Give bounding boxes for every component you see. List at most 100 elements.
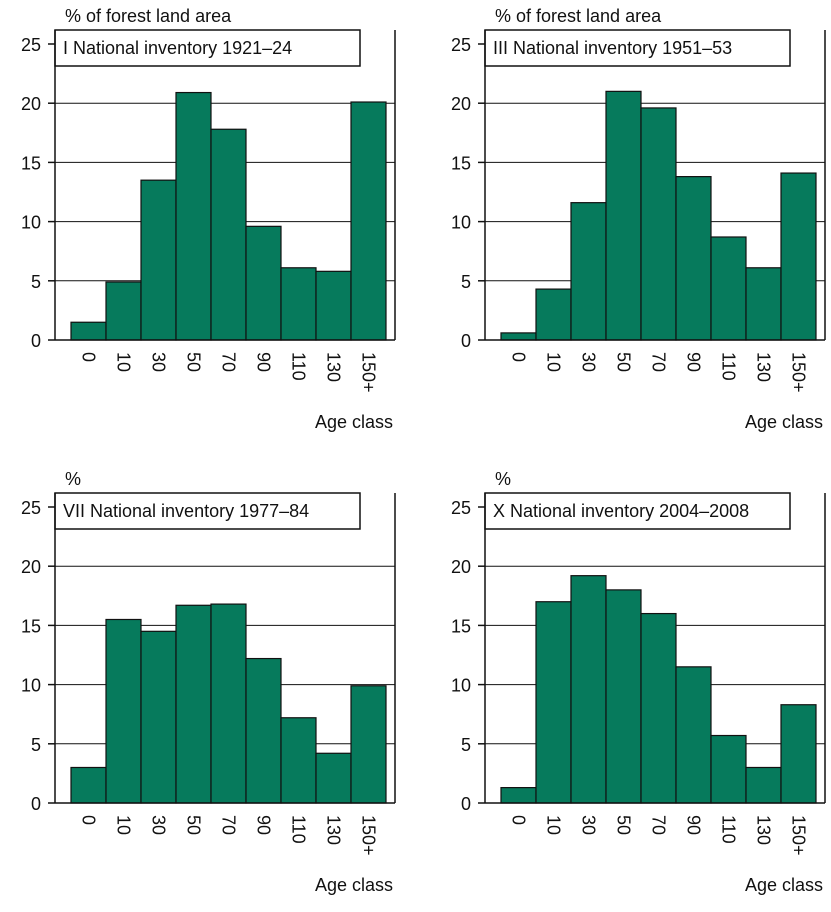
bar — [745, 267, 782, 341]
x-tick-label: 10 — [544, 815, 564, 835]
title-box — [484, 492, 791, 530]
x-tick-label: 50 — [184, 352, 204, 372]
x-tick-label: 70 — [649, 815, 669, 835]
y-tick-label: 25 — [451, 498, 471, 518]
bar — [140, 630, 177, 804]
bar — [675, 666, 712, 804]
bar — [710, 734, 747, 804]
bar — [500, 332, 537, 341]
chart-title: III National inventory 1951–53 — [493, 38, 732, 58]
x-tick-label: 150+ — [359, 815, 379, 856]
x-tick-label: 90 — [254, 815, 274, 835]
x-tick-label: 90 — [254, 352, 274, 372]
chart-title: I National inventory 1921–24 — [63, 38, 292, 58]
bar — [605, 90, 642, 341]
bar — [175, 91, 212, 341]
x-tick-label: 130 — [324, 352, 344, 382]
x-tick-label: 30 — [579, 352, 599, 372]
y-tick-label: 25 — [21, 498, 41, 518]
x-axis-label: Age class — [315, 875, 393, 895]
y-tick-label: 20 — [451, 94, 471, 114]
bar — [500, 787, 537, 804]
y-tick-label: 25 — [451, 35, 471, 55]
x-tick-label: 150+ — [789, 352, 809, 393]
y-tick-label: 5 — [461, 735, 471, 755]
title-box — [54, 29, 361, 67]
bar — [315, 270, 352, 341]
x-tick-label: 110 — [719, 815, 739, 844]
x-tick-label: 10 — [114, 352, 134, 372]
x-axis-label: Age class — [745, 875, 823, 895]
x-tick-label: 90 — [684, 815, 704, 835]
bar — [175, 604, 212, 804]
x-tick-label: 70 — [219, 352, 239, 372]
y-tick-label: 5 — [31, 735, 41, 755]
y-axis-label: % of forest land area — [65, 6, 232, 26]
y-tick-label: 20 — [451, 557, 471, 577]
bar — [570, 575, 607, 804]
x-tick-label: 110 — [289, 815, 309, 844]
bar — [780, 704, 817, 804]
bar — [350, 101, 387, 341]
y-axis-label: % — [495, 469, 511, 489]
bar — [280, 717, 317, 804]
x-tick-label: 110 — [719, 352, 739, 381]
y-tick-label: 15 — [451, 616, 471, 636]
bar — [780, 172, 817, 341]
y-tick-label: 15 — [21, 616, 41, 636]
x-tick-label: 130 — [324, 815, 344, 845]
bar — [570, 202, 607, 341]
x-tick-label: 0 — [509, 815, 529, 825]
x-tick-label: 50 — [184, 815, 204, 835]
x-tick-label: 90 — [684, 352, 704, 372]
y-tick-label: 25 — [21, 35, 41, 55]
x-tick-label: 50 — [614, 815, 634, 835]
x-tick-label: 130 — [754, 815, 774, 845]
x-tick-label: 10 — [114, 815, 134, 835]
chart-title: VII National inventory 1977–84 — [63, 501, 309, 521]
y-tick-label: 0 — [461, 331, 471, 351]
bar — [105, 281, 142, 341]
bar — [535, 601, 572, 804]
bar — [535, 288, 572, 341]
bar — [210, 603, 247, 804]
y-tick-label: 15 — [451, 153, 471, 173]
bar — [245, 225, 282, 341]
y-tick-label: 5 — [461, 272, 471, 292]
y-tick-label: 0 — [31, 331, 41, 351]
y-tick-label: 10 — [21, 213, 41, 233]
x-tick-label: 0 — [79, 352, 99, 362]
title-box — [54, 492, 361, 530]
bar — [280, 267, 317, 341]
x-tick-label: 130 — [754, 352, 774, 382]
x-tick-label: 150+ — [789, 815, 809, 856]
x-tick-label: 30 — [149, 352, 169, 372]
bar — [315, 752, 352, 804]
bar — [70, 321, 107, 341]
x-tick-label: 30 — [149, 815, 169, 835]
bar — [245, 657, 282, 804]
y-tick-label: 10 — [451, 213, 471, 233]
y-axis-label: % — [65, 469, 81, 489]
bar — [675, 176, 712, 341]
y-tick-label: 15 — [21, 153, 41, 173]
x-tick-label: 110 — [289, 352, 309, 381]
y-tick-label: 10 — [451, 676, 471, 696]
x-tick-label: 10 — [544, 352, 564, 372]
x-tick-label: 70 — [649, 352, 669, 372]
y-tick-label: 20 — [21, 94, 41, 114]
x-tick-label: 50 — [614, 352, 634, 372]
y-tick-label: 10 — [21, 676, 41, 696]
bar — [745, 766, 782, 804]
bar — [140, 179, 177, 341]
y-tick-label: 0 — [461, 794, 471, 814]
bar — [70, 766, 107, 804]
x-tick-label: 0 — [509, 352, 529, 362]
chart-title: X National inventory 2004–2008 — [493, 501, 749, 521]
y-tick-label: 0 — [31, 794, 41, 814]
bar — [710, 236, 747, 341]
x-tick-label: 30 — [579, 815, 599, 835]
bar — [210, 128, 247, 341]
y-tick-label: 5 — [31, 272, 41, 292]
